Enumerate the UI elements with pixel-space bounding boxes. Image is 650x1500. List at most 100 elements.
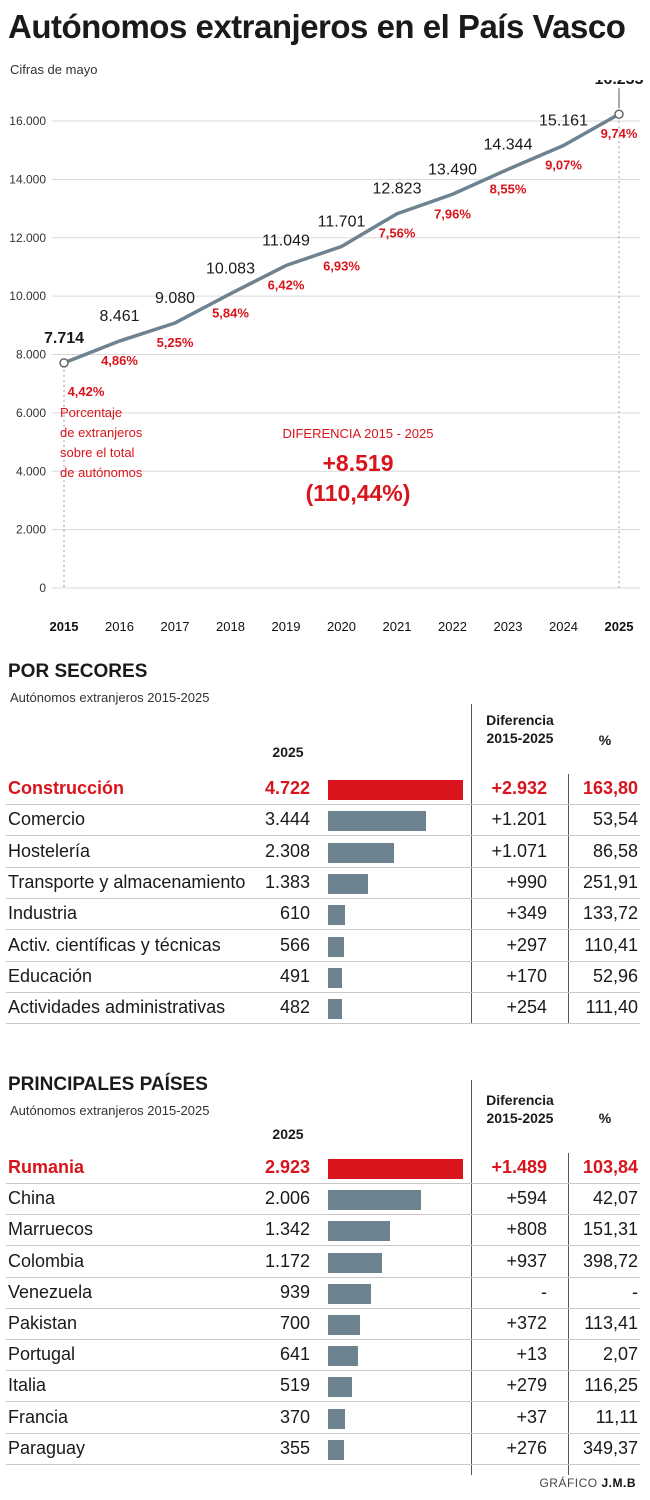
bar — [328, 967, 343, 988]
row-divider — [6, 1339, 640, 1340]
percent-label: 4,42% — [68, 384, 105, 399]
row-divider — [6, 1245, 640, 1247]
table-row: Francia 370 +37 11,11 — [0, 1403, 650, 1434]
countries-diff-header: Diferencia 2015-2025 — [470, 1092, 570, 1127]
value-label: 566 — [279, 934, 310, 955]
percent-label: 6,42% — [268, 278, 305, 293]
sectors-divider-2 — [568, 774, 569, 1024]
value-label: 15.161 — [539, 112, 588, 129]
percent-label: 5,84% — [212, 306, 249, 321]
difference-label: +1.071 — [491, 840, 547, 861]
value-label: 8.461 — [99, 308, 139, 325]
sectors-year-header: 2025 — [272, 744, 304, 760]
difference-label: +1.489 — [491, 1157, 547, 1177]
bar — [328, 1283, 372, 1304]
category-label: Portugal — [8, 1344, 76, 1365]
x-tick-label: 2022 — [438, 619, 467, 634]
category-label: Paraguay — [8, 1437, 86, 1458]
category-label: Actividades administrativas — [8, 997, 226, 1018]
percent-label: 11,11 — [595, 1406, 638, 1427]
bar — [328, 873, 368, 894]
table-row: Marruecos 1.342 +808 151,31 — [0, 1215, 650, 1247]
difference-label: +372 — [506, 1313, 547, 1333]
value-label: 11.049 — [262, 233, 310, 250]
category-label: Rumania — [8, 1157, 85, 1177]
sectors-subtitle: Autónomos extranjeros 2015-2025 — [10, 690, 210, 705]
difference-label: +279 — [506, 1375, 547, 1396]
countries-divider-2 — [568, 1153, 569, 1475]
difference-label: +13 — [516, 1344, 547, 1365]
value-label: 1.342 — [264, 1219, 310, 1240]
difference-label: +1.201 — [491, 809, 547, 830]
category-label: Francia — [8, 1406, 69, 1427]
x-tick-label: 2018 — [216, 619, 245, 634]
category-label: Industria — [8, 903, 78, 924]
sectors-diff-header-line1: Diferencia — [486, 712, 554, 728]
sectors-diff-header: Diferencia 2015-2025 — [470, 712, 570, 747]
percent-label: 116,25 — [584, 1375, 638, 1396]
y-tick-label: 0 — [39, 581, 46, 595]
bar — [328, 842, 394, 863]
category-label: Pakistan — [8, 1313, 78, 1333]
percent-label: 349,37 — [582, 1437, 638, 1458]
value-label: 939 — [279, 1281, 310, 1302]
value-label: 14.344 — [484, 136, 533, 153]
bar — [328, 1252, 383, 1273]
y-tick-label: 14.000 — [9, 172, 46, 186]
countries-diff-header-line1: Diferencia — [486, 1092, 554, 1108]
chart-subtitle: Cifras de mayo — [10, 62, 98, 77]
x-tick-label: 2023 — [494, 619, 523, 634]
row-divider — [6, 1432, 640, 1434]
percent-label: 251,91 — [582, 871, 638, 892]
value-label: 482 — [279, 997, 310, 1018]
series-line — [63, 112, 620, 365]
category-label: Venezuela — [8, 1281, 93, 1302]
value-label: 610 — [279, 903, 310, 924]
table-row: Activ. científicas y técnicas 566 +297 110,… — [0, 931, 650, 962]
countries-subtitle: Autónomos extranjeros 2015-2025 — [10, 1103, 210, 1118]
value-label: 2.923 — [264, 1157, 310, 1177]
percent-label: 151,31 — [582, 1219, 638, 1240]
difference-label: DIFERENCIA 2015 - 2025 — [282, 426, 433, 441]
percent-label: 398,72 — [582, 1250, 638, 1271]
value-label: 12.823 — [373, 181, 422, 198]
bar — [328, 1159, 463, 1179]
x-tick-label: 2019 — [272, 619, 301, 634]
table-row: Colombia 1.172 +937 398,72 — [0, 1247, 650, 1278]
percent-label: 113,41 — [584, 1313, 638, 1333]
x-tick-label: 2020 — [327, 619, 356, 634]
x-tick-label: 2024 — [549, 619, 578, 634]
value-label: 10.083 — [206, 261, 255, 278]
x-tick-label: 2025 — [605, 619, 634, 634]
table-row: Italia 519 +279 116,25 — [0, 1371, 650, 1403]
credit-author: J.M.B — [601, 1476, 636, 1490]
row-divider — [6, 1401, 640, 1403]
bar — [328, 780, 463, 800]
table-row: Actividades administrativas 482 +254 111,40 — [0, 993, 650, 1025]
countries-diff-header-line2: 2015-2025 — [486, 1109, 554, 1126]
row-divider — [6, 929, 640, 931]
bar — [328, 1408, 346, 1429]
value-label: 519 — [279, 1375, 310, 1396]
percent-label: 42,07 — [592, 1188, 638, 1209]
table-row: China 2.006 +594 42,07 — [0, 1184, 650, 1216]
value-label: 7.714 — [44, 330, 84, 347]
y-tick-label: 8.000 — [16, 348, 46, 362]
bar — [328, 1221, 390, 1242]
bar — [328, 936, 345, 957]
difference-label: +990 — [506, 871, 547, 892]
table-row: Comercio 3.444 +1.201 53,54 — [0, 805, 650, 837]
difference-label: +937 — [506, 1250, 547, 1271]
table-row: Portugal 641 +13 2,07 — [0, 1340, 650, 1372]
category-label: Marruecos — [8, 1219, 94, 1240]
table-row: Construcción 4.722 +2.932 163,80 — [0, 774, 650, 805]
difference-label: +808 — [506, 1219, 547, 1240]
category-label: Hostelería — [8, 840, 91, 861]
difference-percent: (110,44%) — [306, 480, 411, 506]
percent-annotation: de autónomos — [60, 465, 143, 480]
value-label: 370 — [279, 1406, 310, 1427]
row-divider — [6, 835, 640, 837]
row-divider — [6, 960, 640, 962]
percent-label: 4,86% — [101, 353, 138, 368]
table-row: Industria 610 +349 133,72 — [0, 899, 650, 931]
